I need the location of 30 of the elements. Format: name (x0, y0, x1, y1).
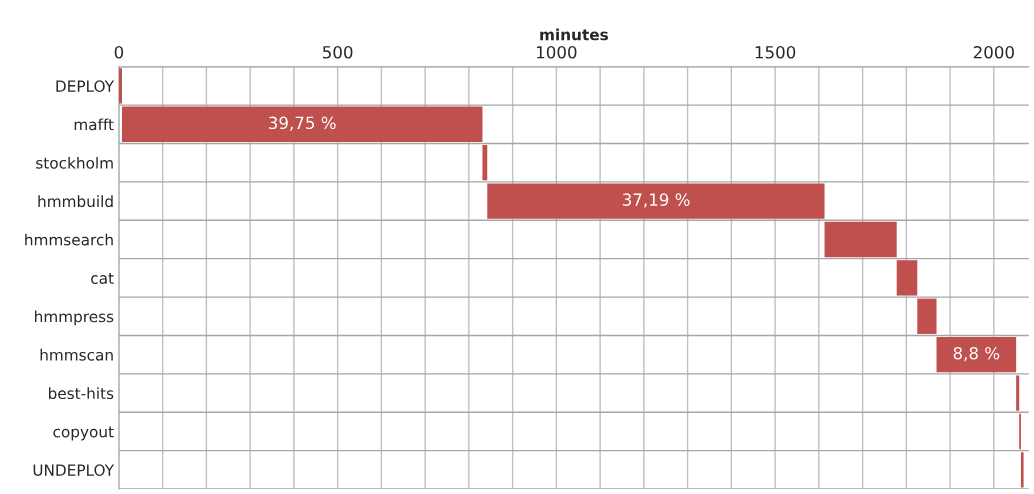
x-tick-label: 500 (323, 45, 353, 59)
bar (936, 337, 1017, 373)
annotation: 37,19 % (622, 193, 690, 208)
bar (482, 145, 488, 181)
bar (487, 183, 825, 219)
annotation: 8,8 % (953, 346, 1000, 362)
y-tick-label: cat (91, 272, 114, 284)
x-axis-title: minutes (540, 28, 608, 41)
annotation: 39,75 % (269, 116, 336, 131)
bar (121, 106, 483, 142)
y-tick-label: copyout (53, 426, 114, 441)
bar (917, 298, 937, 334)
y-tick-label: hmmsearch (25, 233, 113, 246)
x-tick-label: 2000 (973, 45, 1014, 59)
y-tick-label: mafft (74, 118, 114, 131)
y-tick-label: hmmpress (35, 310, 114, 326)
y-tick-label: hmmscan (40, 348, 113, 361)
y-tick-label: hmmbuild (38, 195, 113, 208)
y-tick-label: UNDEPLOY (33, 464, 115, 476)
bar (118, 68, 122, 104)
y-tick-label: stockholm (36, 156, 113, 169)
x-tick-label: 1000 (536, 45, 577, 59)
bar (896, 260, 918, 296)
x-tick-label: 0 (114, 45, 124, 59)
bar (1016, 375, 1020, 411)
bar (824, 221, 897, 258)
y-tick-label: DEPLOY (56, 80, 115, 92)
y-tick-label: best-hits (49, 387, 114, 400)
x-tick-label: 1500 (755, 45, 796, 59)
bar (1020, 452, 1024, 488)
